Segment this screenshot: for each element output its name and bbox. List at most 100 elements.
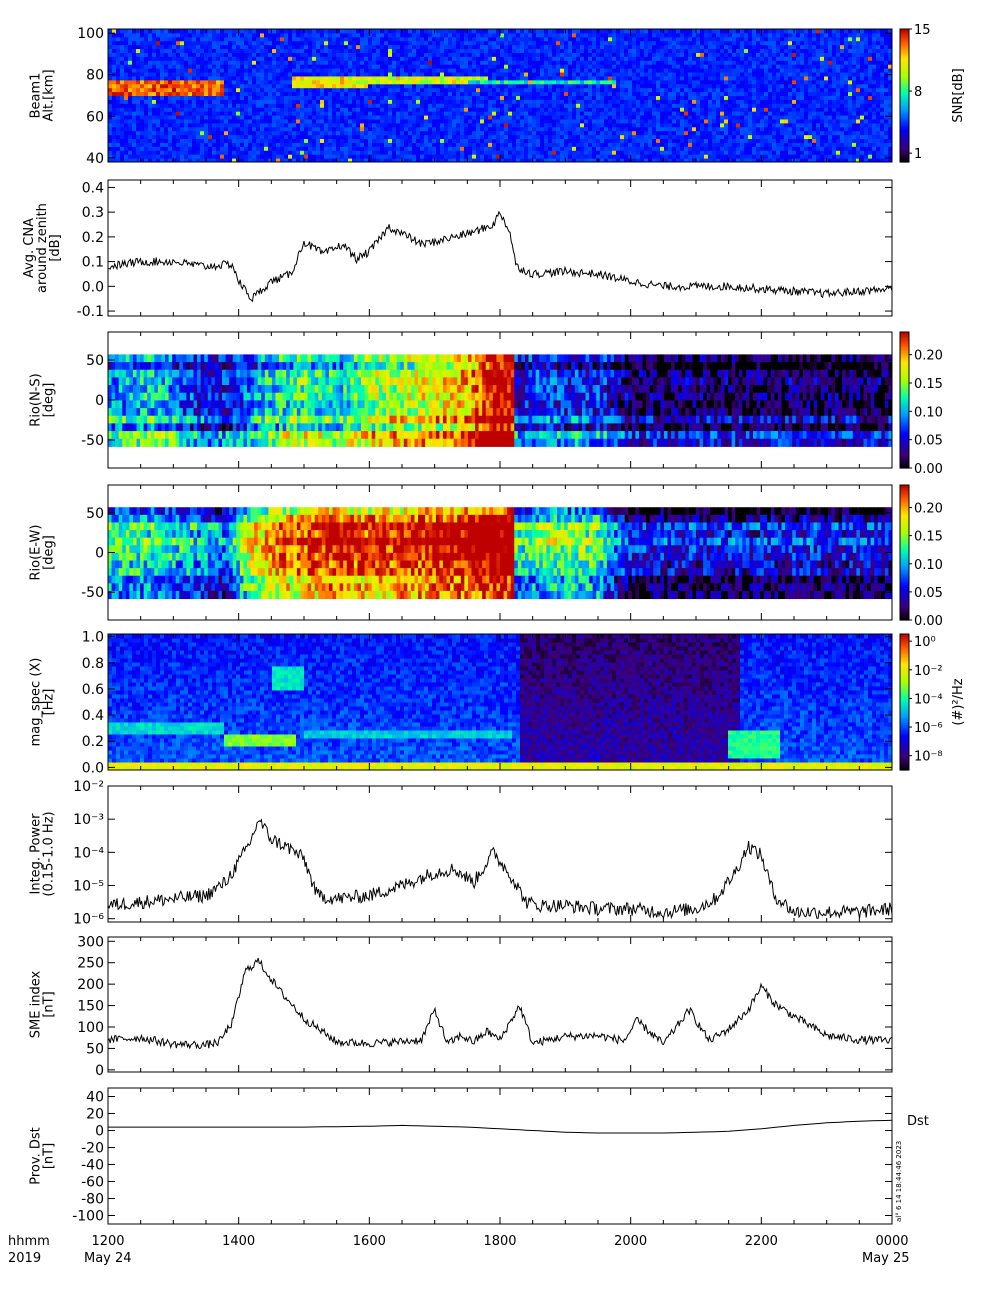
snr-panel-cell (324, 107, 329, 112)
snr-panel-cell (128, 72, 133, 77)
snr-panel-cell (436, 130, 441, 136)
snr-panel-cell (576, 68, 581, 73)
snr-panel-cell (184, 130, 189, 136)
snr-panel-cell (200, 115, 205, 120)
snr-panel-cell (800, 95, 805, 100)
snr-panel-cell (464, 150, 469, 155)
snr-panel-cell (756, 122, 761, 128)
snr-panel-cell (300, 107, 305, 112)
snr-panel-cell (264, 87, 269, 93)
snr-panel-cell (484, 158, 489, 163)
snr-panel-cell (372, 142, 377, 147)
snr-panel-cell (772, 72, 777, 77)
snr-panel-cell (432, 91, 437, 96)
snr-panel-cell (412, 150, 417, 155)
snr-panel-cell (648, 103, 653, 108)
snr-panel-cell (788, 154, 793, 159)
snr-panel-cell (256, 130, 261, 136)
snr-panel-cell (204, 122, 209, 128)
snr-panel-cell (752, 111, 757, 116)
snr-panel-cell (644, 134, 649, 140)
snr-panel-cell (340, 142, 345, 147)
snr-panel-cell (144, 75, 149, 81)
snr-panel-cell (688, 95, 693, 100)
snr-panel-cell (384, 142, 389, 147)
snr-panel-cell (648, 158, 653, 163)
snr-panel-cell (712, 91, 717, 96)
snr-panel-cell (684, 99, 689, 104)
snr-panel-cell (224, 60, 229, 65)
snr-panel-cell (832, 79, 837, 85)
snr-panel-cell (852, 126, 857, 132)
snr-panel-cell (708, 83, 713, 89)
snr-panel-cell (832, 158, 837, 163)
snr-panel-cell (216, 130, 221, 136)
snr-panel-cell (212, 87, 217, 93)
snr-panel-cell (796, 75, 801, 81)
snr-panel-cell (768, 146, 773, 151)
snr-panel-cell (764, 122, 769, 128)
snr-panel-cell (356, 115, 361, 120)
snr-panel-cell (196, 134, 201, 140)
snr-panel-cell (180, 68, 185, 73)
snr-panel-cell (524, 75, 529, 81)
snr-panel-cell (384, 103, 389, 108)
snr-panel-cell (344, 126, 349, 132)
snr-panel-cell (688, 87, 693, 93)
snr-panel-cell (868, 91, 873, 96)
snr-panel-cell (668, 107, 673, 112)
snr-panel-cell (676, 87, 681, 93)
snr-panel-cell (804, 95, 809, 100)
snr-panel-cell (252, 111, 257, 116)
snr-panel-cell (608, 75, 613, 81)
snr-panel-cell (768, 103, 773, 108)
snr-panel-cell (572, 95, 577, 100)
snr-panel-cell (800, 64, 805, 69)
snr-panel-cell (856, 103, 861, 108)
snr-panel-cell (740, 134, 745, 140)
snr-panel-cell (332, 122, 337, 128)
snr-panel-cell (244, 146, 249, 151)
snr-panel-cell (888, 115, 893, 120)
snr-panel-cell (864, 111, 869, 116)
snr-panel-cell (704, 87, 709, 93)
snr-panel-cell (800, 134, 805, 140)
snr-panel-cell (200, 130, 205, 136)
snr-panel-cell (580, 83, 585, 89)
snr-panel-cell (572, 107, 577, 112)
snr-panel-cell (808, 72, 813, 77)
snr-panel-cell (828, 138, 833, 143)
snr-panel-cell (552, 150, 557, 155)
snr-panel-cell (576, 154, 581, 159)
snr-panel-cell (252, 64, 257, 69)
snr-panel-cell (256, 99, 261, 104)
snr-panel-cell (144, 72, 149, 77)
snr-panel-cell (380, 87, 385, 93)
snr-panel-cell (612, 118, 617, 124)
snr-panel-cell (188, 154, 193, 159)
snr-panel-cell (668, 99, 673, 104)
snr-panel-cell (780, 75, 785, 81)
snr-panel-cell (204, 138, 209, 143)
snr-panel-cell (664, 138, 669, 143)
snr-panel-cell (852, 72, 857, 77)
snr-panel-cell (264, 99, 269, 104)
snr-panel-cell (244, 64, 249, 69)
snr-panel-cell (860, 111, 865, 116)
snr-panel-cell (840, 87, 845, 93)
snr-panel-cell (392, 79, 397, 85)
snr-panel-cell (728, 154, 733, 159)
snr-panel-cell (544, 150, 549, 155)
snr-panel-cell (228, 99, 233, 104)
snr-panel-cell (616, 134, 621, 140)
snr-panel-cell (644, 122, 649, 128)
snr-panel-cell (884, 158, 889, 163)
snr-panel-cell (764, 150, 769, 155)
snr-panel-cell (740, 158, 745, 163)
snr-panel-cell (636, 154, 641, 159)
snr-panel-cell (612, 158, 617, 163)
snr-panel-cell (884, 138, 889, 143)
snr-panel-cell (816, 91, 821, 96)
snr-panel-cell (756, 115, 761, 120)
snr-panel-cell (660, 118, 665, 124)
